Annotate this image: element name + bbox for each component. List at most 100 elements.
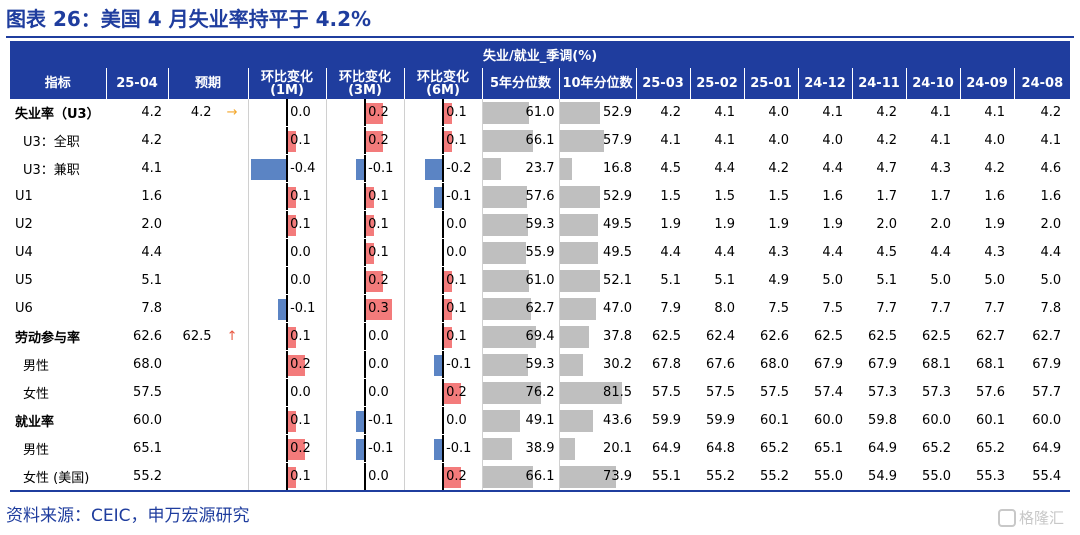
mom-change-cell: 0.1 — [325, 238, 404, 267]
col-header-mom6: 环比变化 (6M) — [403, 68, 482, 99]
percentile-bar — [482, 130, 534, 152]
history-value: 60.0 — [1032, 413, 1062, 428]
history-value: 60.0 — [922, 413, 951, 428]
history-value: 62.5 — [868, 329, 897, 344]
mom-change-value: 0.1 — [368, 217, 389, 232]
percentile-value: 81.5 — [603, 385, 632, 400]
percentile-cell: 49.1 — [481, 406, 559, 435]
mom-change-cell: 0.2 — [247, 350, 326, 379]
mom-change-value: 0.1 — [290, 469, 311, 484]
mom-change-value: 0.1 — [290, 413, 311, 428]
percentile-value: 43.6 — [603, 413, 632, 428]
history-value: 67.9 — [868, 357, 897, 372]
mom-change-value: 0.2 — [290, 357, 311, 372]
mom-zero-axis — [442, 323, 445, 350]
current-value: 4.4 — [141, 245, 162, 260]
table-row: 男性 65.1 0.2 -0.1 -0.1 38.9 20.1 64.9 64.8 65.2 65.… — [10, 434, 1071, 463]
history-value: 62.5 — [652, 329, 681, 344]
percentile-bar — [559, 354, 583, 376]
percentile-cell: 43.6 — [558, 406, 636, 435]
mom-change-value: 0.0 — [290, 245, 311, 260]
percentile-bar — [559, 466, 617, 488]
history-value: 57.5 — [760, 385, 789, 400]
mom-change-bar — [365, 131, 384, 152]
mom-change-value: 0.1 — [446, 301, 467, 316]
mom-change-value: 0.2 — [290, 441, 311, 456]
percentile-value: 47.0 — [603, 301, 632, 316]
current-value: 4.2 — [141, 105, 162, 120]
table-row: U5 5.1 0.0 0.2 0.1 61.0 52.1 5.1 5.1 4.9 5.0 5.1 5.0… — [10, 266, 1071, 295]
percentile-value: 52.9 — [603, 189, 632, 204]
percentile-bar — [482, 410, 521, 432]
mom-change-value: 0.2 — [446, 385, 467, 400]
history-value: 5.0 — [930, 273, 951, 288]
history-value: 4.1 — [822, 105, 843, 120]
percentile-bar — [482, 354, 529, 376]
mom-change-cell: 0.2 — [325, 266, 404, 295]
history-value: 67.6 — [706, 357, 735, 372]
current-value: 5.1 — [141, 273, 162, 288]
mom-change-bar — [443, 299, 453, 320]
mom-change-bar — [365, 271, 384, 292]
history-value: 1.5 — [714, 189, 735, 204]
mom-change-value: 0.1 — [446, 273, 467, 288]
mom-zero-axis — [442, 407, 445, 434]
history-value: 4.3 — [984, 245, 1005, 260]
percentile-cell: 76.2 — [481, 378, 559, 407]
mom-change-cell: -0.1 — [403, 182, 482, 211]
mom-change-bar — [287, 355, 306, 376]
mom-zero-axis — [364, 127, 367, 154]
mom-change-bar — [424, 159, 444, 180]
forecast-cell — [168, 127, 248, 155]
history-value: 4.1 — [714, 133, 735, 148]
history-value: 55.0 — [922, 469, 951, 484]
percentile-bar — [559, 438, 575, 460]
up-arrow-icon: ↑ — [226, 329, 238, 344]
percentile-cell: 57.9 — [558, 126, 636, 155]
history-value: 67.9 — [1032, 357, 1062, 372]
mom-change-cell: 0.1 — [247, 126, 326, 155]
percentile-value: 16.8 — [603, 161, 632, 176]
history-value: 67.8 — [652, 357, 681, 372]
table-row: 就业率 60.0 0.1 -0.1 0.0 49.1 43.6 59.9 59.9 60.1 60.… — [10, 406, 1071, 435]
percentile-value: 59.3 — [525, 217, 555, 232]
history-value: 55.2 — [706, 469, 735, 484]
percentile-bar — [482, 186, 527, 208]
mom-zero-axis — [364, 239, 367, 266]
history-value: 54.9 — [868, 469, 897, 484]
percentile-cell: 73.9 — [558, 462, 636, 491]
mom-zero-axis — [364, 323, 367, 350]
mom-zero-axis — [364, 435, 367, 462]
mom-change-cell: -0.1 — [325, 406, 404, 435]
percentile-cell: 59.3 — [481, 350, 559, 379]
table-row: U4 4.4 0.0 0.1 0.0 55.9 49.5 4.4 4.4 4.3 4.4 4.5 4.4… — [10, 238, 1071, 267]
percentile-value: 61.0 — [525, 273, 555, 288]
mom-change-bar — [287, 439, 306, 460]
history-value: 1.9 — [660, 217, 681, 232]
mom-change-cell: 0.0 — [403, 210, 482, 239]
mom-change-bar — [433, 187, 444, 208]
mom-change-value: 0.0 — [446, 217, 467, 232]
forecast-cell — [168, 295, 248, 323]
percentile-value: 66.1 — [525, 133, 555, 148]
mom-change-bar — [433, 355, 444, 376]
mom-change-bar — [365, 215, 375, 236]
history-value: 7.7 — [930, 301, 951, 316]
mom-zero-axis — [442, 183, 445, 210]
mom-zero-axis — [364, 155, 367, 182]
history-value: 4.6 — [1040, 161, 1062, 176]
row-label: 失业率（U3） — [15, 107, 100, 122]
mom-change-bar — [287, 327, 297, 348]
col-header-indicator: 指标 — [10, 68, 106, 99]
percentile-cell: 61.0 — [481, 266, 559, 295]
mom-change-value: 0.1 — [368, 189, 389, 204]
current-value: 55.2 — [133, 469, 162, 484]
mom-change-value: -0.1 — [446, 357, 472, 372]
row-label: 男性 — [23, 359, 50, 374]
mom-change-bar — [443, 467, 462, 488]
table-row: 失业率（U3） 4.2 4.2 → 0.0 0.2 0.1 61.0 52.9 4.2 4.1 4.0… — [10, 99, 1071, 127]
mom-change-cell: 0.1 — [403, 294, 482, 323]
mom-zero-axis — [286, 183, 289, 210]
mom-zero-axis — [286, 295, 289, 322]
history-value: 1.5 — [768, 189, 789, 204]
